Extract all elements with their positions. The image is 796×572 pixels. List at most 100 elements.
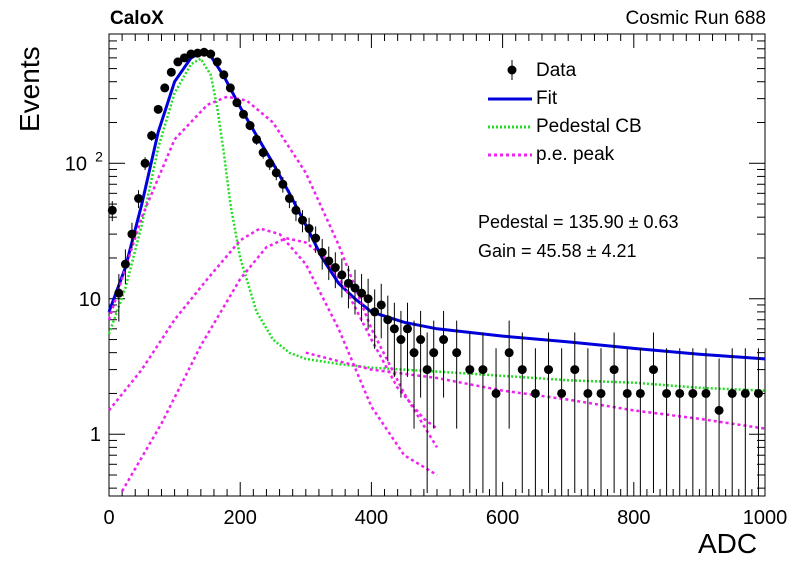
data-point xyxy=(383,315,393,325)
data-point xyxy=(134,193,144,203)
data-point xyxy=(258,148,268,158)
data-point xyxy=(330,263,340,273)
data-point xyxy=(238,109,248,119)
data-point xyxy=(343,278,353,288)
data-point xyxy=(232,98,242,108)
dashed-swatch-icon xyxy=(488,125,532,129)
y-tick-exponent: 2 xyxy=(95,148,103,164)
legend-entry-pe-peak: p.e. peak xyxy=(478,140,678,168)
data-point xyxy=(389,324,399,334)
data-point xyxy=(662,388,672,398)
data-point xyxy=(127,229,137,239)
data-point xyxy=(193,48,203,58)
dashed-swatch-icon xyxy=(488,153,532,157)
data-point xyxy=(422,365,432,375)
legend-entry-data: Data xyxy=(478,56,678,84)
x-tick-label: 400 xyxy=(355,507,388,529)
data-point xyxy=(557,388,567,398)
x-axis-label: ADC xyxy=(698,528,758,559)
data-point xyxy=(120,259,130,269)
data-point xyxy=(114,288,124,298)
data-point xyxy=(219,70,229,80)
pe-peak-curve xyxy=(108,227,438,477)
data-point xyxy=(160,83,170,93)
data-point xyxy=(740,388,750,398)
y-tick-label: 10 xyxy=(65,153,87,175)
data-point xyxy=(245,121,255,131)
data-point xyxy=(402,324,412,334)
fit-pedestal: Pedestal = 135.90 ± 0.63 xyxy=(478,212,679,232)
marker-icon xyxy=(507,60,517,80)
data-point xyxy=(271,168,281,178)
data-point xyxy=(206,49,216,59)
x-tick-label: 600 xyxy=(486,507,519,529)
experiment-label: CaloX xyxy=(110,8,164,29)
fit-results: Pedestal = 135.90 ± 0.63 Gain = 45.58 ± … xyxy=(478,208,679,266)
x-tick-label: 200 xyxy=(224,507,257,529)
data-point xyxy=(452,348,462,358)
data-point xyxy=(278,179,288,189)
pe-peak-curve xyxy=(121,236,438,492)
line-swatch-icon xyxy=(488,97,532,101)
pe-peak-curve xyxy=(305,351,766,430)
data-point xyxy=(416,335,426,345)
data-point xyxy=(409,348,419,358)
data-point xyxy=(350,283,360,293)
data-point xyxy=(396,335,406,345)
data-point xyxy=(635,388,645,398)
pedestal-cb-curve xyxy=(107,57,766,392)
data-point xyxy=(153,104,163,114)
data-point xyxy=(370,307,380,317)
y-axis-label: Events xyxy=(14,46,45,132)
y-tick-label: 10 xyxy=(79,289,101,311)
data-point xyxy=(491,388,501,398)
data-point xyxy=(439,335,449,345)
data-point xyxy=(212,57,222,67)
data-point xyxy=(544,365,554,375)
legend-entry-fit: Fit xyxy=(478,84,678,112)
data-point xyxy=(317,247,327,257)
x-tick-label: 800 xyxy=(617,507,650,529)
data-point xyxy=(107,205,117,215)
data-point xyxy=(583,388,593,398)
data-point xyxy=(465,365,475,375)
legend-label-data: Data xyxy=(536,60,577,81)
data-point xyxy=(357,288,367,298)
data-point xyxy=(186,49,196,59)
data-point xyxy=(265,158,275,168)
data-point xyxy=(429,348,439,358)
data-point xyxy=(179,53,189,63)
data-point xyxy=(648,365,658,375)
legend-label-pedestal: Pedestal CB xyxy=(536,116,642,137)
data-point xyxy=(140,158,150,168)
data-point xyxy=(570,365,580,375)
data-point xyxy=(478,365,488,375)
data-point xyxy=(324,256,334,266)
data-point xyxy=(609,365,619,375)
fit-gain: Gain = 45.58 ± 4.21 xyxy=(478,241,637,261)
data-point xyxy=(727,388,737,398)
data-point xyxy=(173,57,183,67)
data-point xyxy=(298,215,308,225)
data-point xyxy=(147,131,157,141)
data-point xyxy=(753,388,763,398)
data-point xyxy=(622,388,632,398)
y-tick-label: 1 xyxy=(90,424,101,446)
data-point xyxy=(530,388,540,398)
data-point xyxy=(675,388,685,398)
data-point xyxy=(376,300,386,310)
data-point xyxy=(596,388,606,398)
legend: Data Fit Pedestal CB p.e. peak xyxy=(478,56,678,168)
data-point xyxy=(166,67,176,77)
data-point xyxy=(225,83,235,93)
data-point xyxy=(311,233,321,243)
data-point xyxy=(304,224,314,234)
pe-peak-curve xyxy=(107,95,439,449)
legend-label-fit: Fit xyxy=(536,88,558,109)
x-tick-label: 1000 xyxy=(743,507,788,529)
data-point xyxy=(504,348,514,358)
legend-entry-pedestal: Pedestal CB xyxy=(478,112,678,140)
run-label: Cosmic Run 688 xyxy=(625,8,766,29)
x-tick-label: 0 xyxy=(103,507,114,529)
legend-label-pe-peak: p.e. peak xyxy=(536,144,615,165)
